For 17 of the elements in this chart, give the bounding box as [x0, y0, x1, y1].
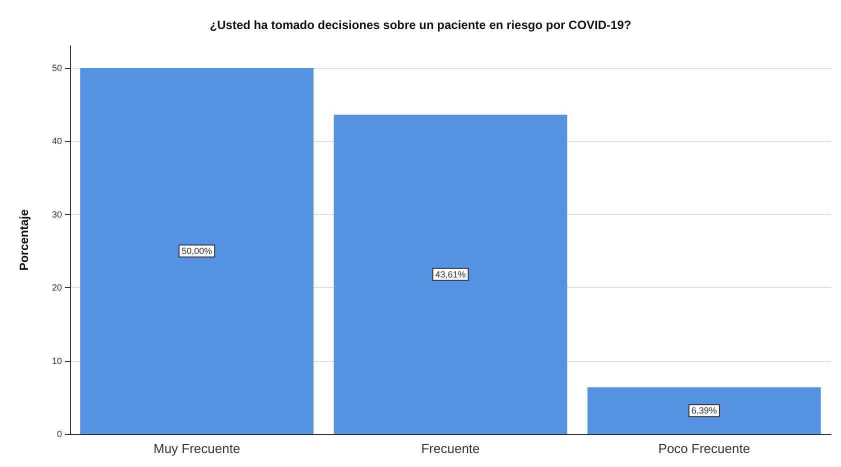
bar	[334, 114, 568, 434]
y-tick-label: 50	[52, 62, 62, 73]
data-label: 50,00%	[182, 246, 212, 256]
y-tick-label: 0	[56, 429, 62, 439]
bar	[80, 68, 314, 434]
data-label: 43,61%	[435, 269, 466, 280]
bar	[587, 387, 821, 434]
x-tick-label: Muy Frecuente	[153, 441, 240, 456]
y-tick-label: 10	[52, 356, 62, 366]
x-tick-label: Poco Frecuente	[658, 441, 750, 456]
chart-title: ¿Usted ha tomado decisiones sobre un paciente en riesgo por COVID-19?	[210, 18, 632, 32]
y-tick-label: 20	[52, 282, 62, 293]
data-label: 6,39%	[691, 406, 717, 416]
x-tick-label: Frecuente	[421, 441, 480, 456]
y-axis-title: Porcentaje	[17, 208, 31, 271]
y-tick-label: 40	[52, 136, 62, 146]
y-tick-label: 30	[52, 209, 62, 220]
